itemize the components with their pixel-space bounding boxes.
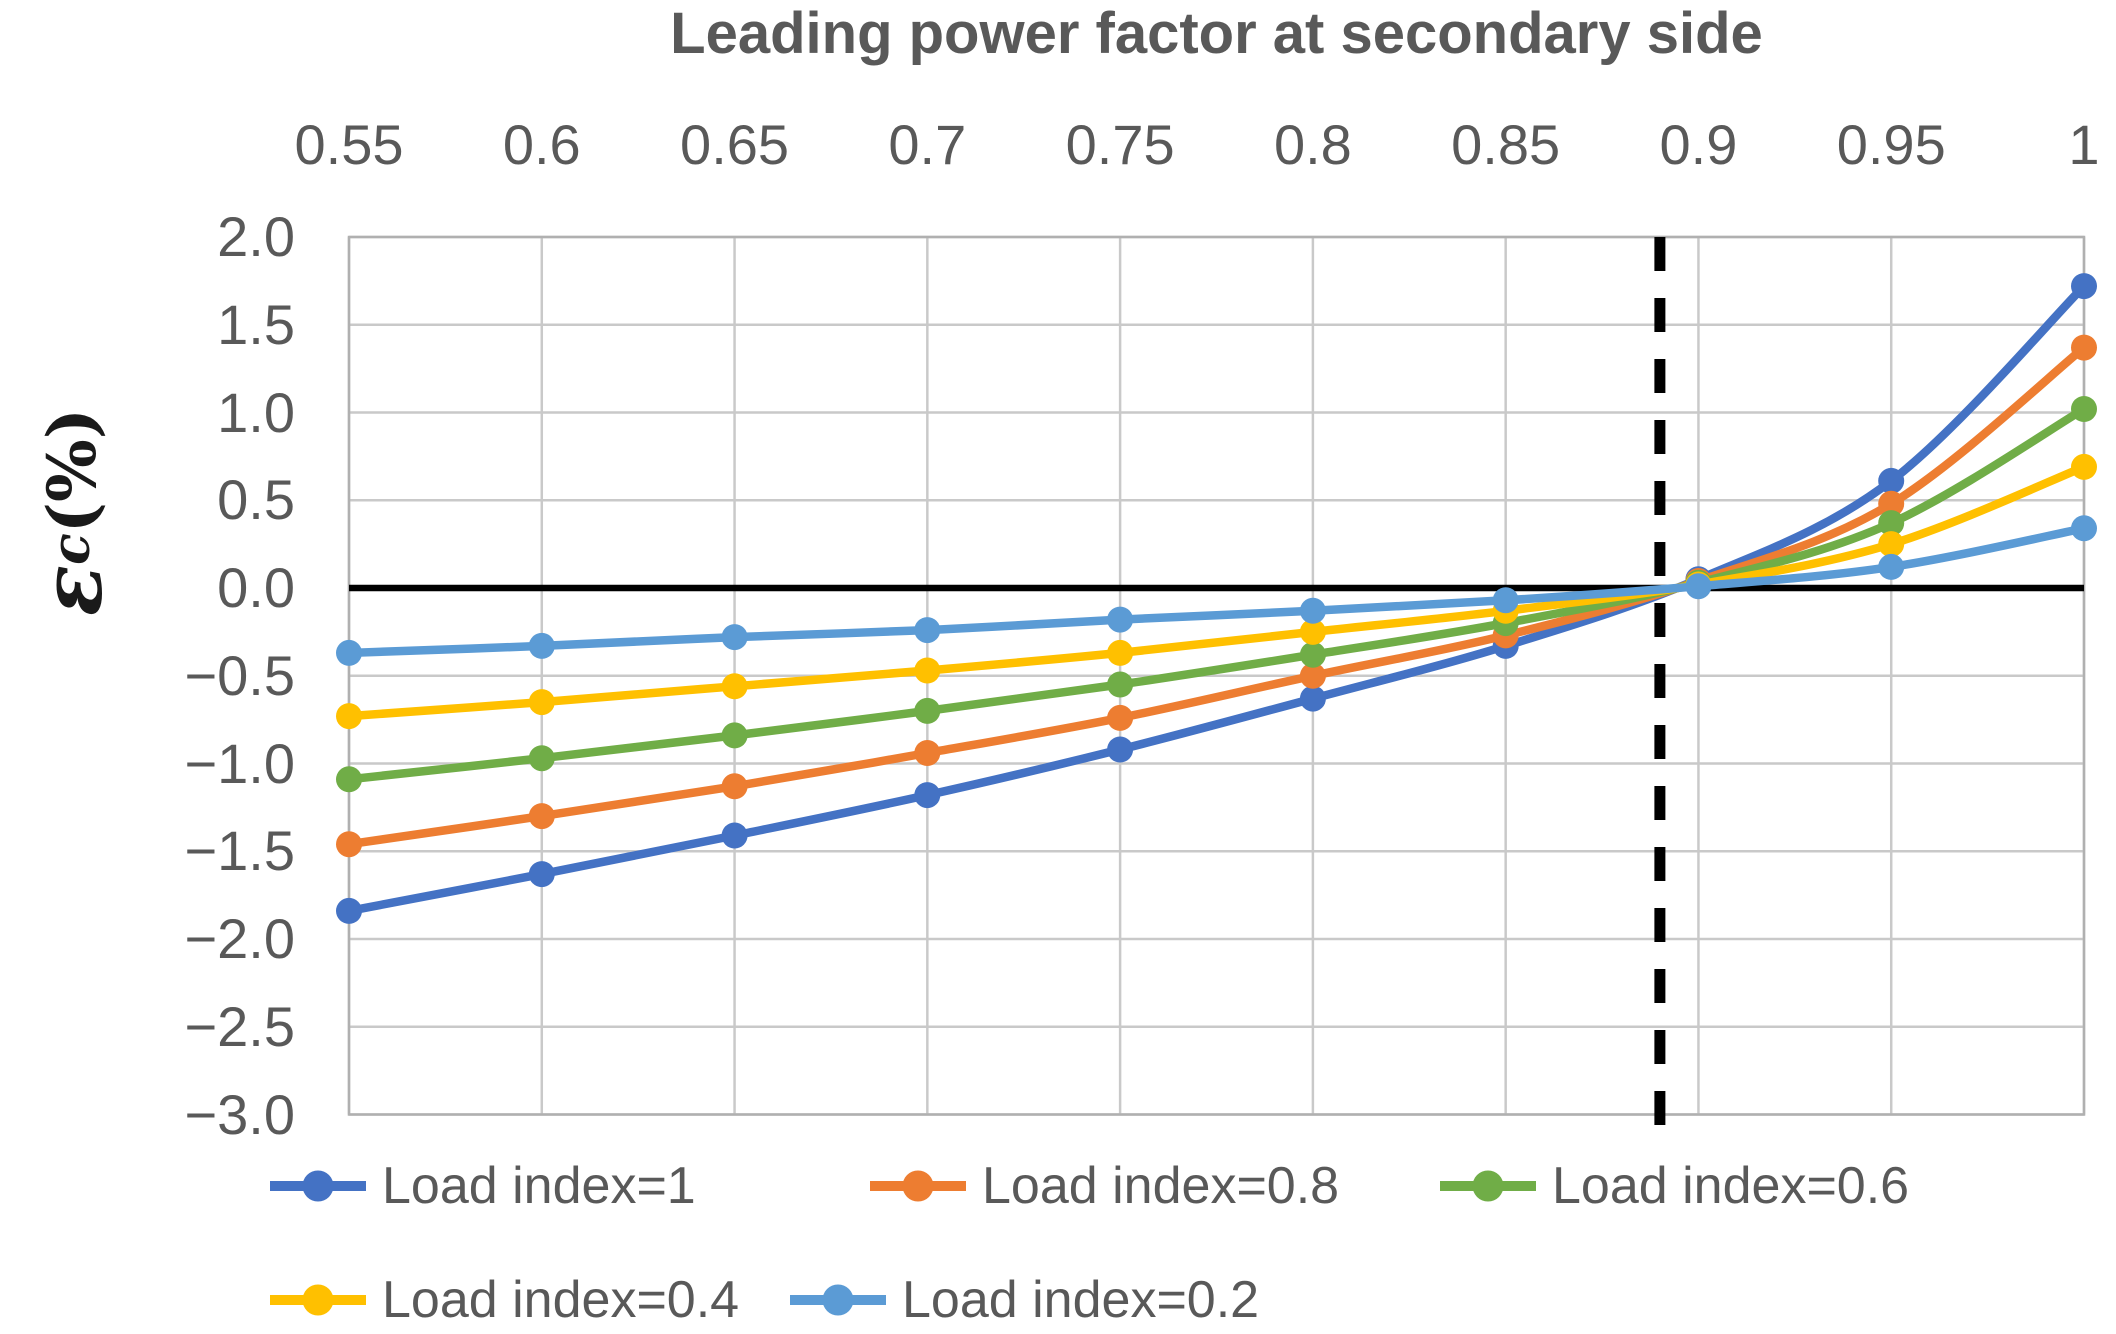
data-point-marker [528, 632, 555, 659]
y-tick-label-5: −0.5 [184, 643, 295, 707]
legend-marker-icon [270, 1170, 366, 1202]
data-point-marker [721, 822, 748, 849]
x-tick-label-8: 0.95 [1836, 113, 1946, 176]
data-point-marker [1878, 531, 1905, 558]
data-point-marker [336, 897, 362, 924]
data-point-marker [336, 766, 362, 793]
series-line-4 [344, 524, 2089, 658]
plot-border [347, 235, 2086, 1116]
data-point-marker [1878, 490, 1905, 517]
legend-item-1: Load index=0.8 [868, 1150, 1339, 1222]
data-point-marker [721, 773, 748, 800]
data-point-marker [528, 803, 555, 830]
legend-marker-icon [790, 1284, 886, 1316]
legend-marker-icon [270, 1284, 366, 1316]
data-point-marker [1299, 685, 1326, 712]
x-tick-label-5: 0.8 [1273, 113, 1352, 176]
data-point-marker [528, 689, 555, 716]
data-point-marker [2071, 334, 2097, 361]
data-point-marker [1107, 639, 1134, 666]
legend-item-4: Load index=0.2 [788, 1264, 1259, 1334]
data-point-marker [1299, 618, 1326, 645]
data-point-marker [2071, 515, 2097, 542]
legend-label: Load index=0.8 [982, 1157, 1340, 1215]
data-point-marker [336, 703, 362, 730]
data-point-marker [914, 697, 941, 724]
legend-item-3: Load index=0.4 [268, 1264, 739, 1334]
legend-item-0: Load index=1 [268, 1150, 696, 1222]
data-point-marker [1299, 662, 1326, 689]
data-point-marker [914, 617, 941, 644]
x-tick-label-7: 0.9 [1659, 113, 1738, 176]
data-point-marker [2071, 396, 2097, 422]
y-tick-label-0: 2.0 [217, 205, 295, 268]
data-point-marker [528, 861, 555, 888]
y-tick-label-4: 0.0 [217, 556, 295, 619]
legend-label: Load index=0.4 [382, 1271, 740, 1329]
y-tick-label-9: −2.5 [184, 994, 295, 1058]
data-point-marker [1299, 597, 1326, 624]
legend-label: Load index=0.6 [1552, 1157, 1910, 1215]
x-tick-label-4: 0.75 [1065, 113, 1175, 176]
x-tick-label-2: 0.65 [680, 113, 790, 176]
y-tick-label-7: −1.5 [184, 819, 295, 883]
x-tick-label-9: 1 [2068, 113, 2100, 176]
data-point-marker [1107, 736, 1134, 763]
y-tick-label-1: 1.5 [217, 292, 295, 356]
legend-label: Load index=1 [382, 1157, 696, 1215]
data-point-marker [914, 782, 941, 809]
data-point-marker [2071, 453, 2097, 480]
series-line-3 [344, 462, 2089, 721]
data-point-marker [1878, 510, 1905, 537]
x-tick-label-6: 0.85 [1451, 113, 1561, 176]
data-point-marker [1107, 671, 1134, 698]
data-point-marker [1107, 606, 1134, 633]
x-tick-label-1: 0.6 [502, 113, 581, 176]
y-tick-label-10: −3.0 [184, 1082, 295, 1146]
data-point-marker [1878, 467, 1905, 494]
data-point-marker [721, 722, 748, 749]
data-point-marker [721, 624, 748, 651]
legend-marker-icon [1440, 1170, 1536, 1202]
y-tick-label-3: 0.5 [217, 468, 295, 532]
data-point-marker [2071, 273, 2097, 300]
data-point-marker [914, 740, 941, 766]
data-point-marker [528, 745, 555, 772]
legend-item-2: Load index=0.6 [1438, 1150, 1909, 1222]
series-line-0 [344, 281, 2089, 916]
chart-title: Leading power factor at secondary side [670, 1, 1763, 66]
legend-marker-icon [870, 1170, 966, 1202]
data-point-marker [336, 831, 362, 858]
data-point-marker [1107, 704, 1134, 731]
series-line-2 [344, 404, 2089, 784]
y-tick-label-8: −2.0 [184, 907, 295, 970]
data-point-marker [1299, 641, 1326, 668]
data-point-marker [1492, 587, 1519, 614]
x-tick-label-0: 0.55 [294, 113, 404, 176]
x-tick-label-3: 0.7 [888, 113, 967, 176]
data-point-marker [1878, 553, 1905, 580]
legend-label: Load index=0.2 [902, 1271, 1260, 1329]
data-point-marker [1685, 573, 1712, 600]
data-point-marker [914, 657, 941, 684]
data-point-marker [336, 639, 362, 666]
series-line-1 [344, 343, 2089, 849]
y-tick-label-2: 1.0 [217, 380, 295, 444]
data-point-marker [721, 673, 748, 700]
y-tick-label-6: −1.0 [184, 731, 295, 795]
